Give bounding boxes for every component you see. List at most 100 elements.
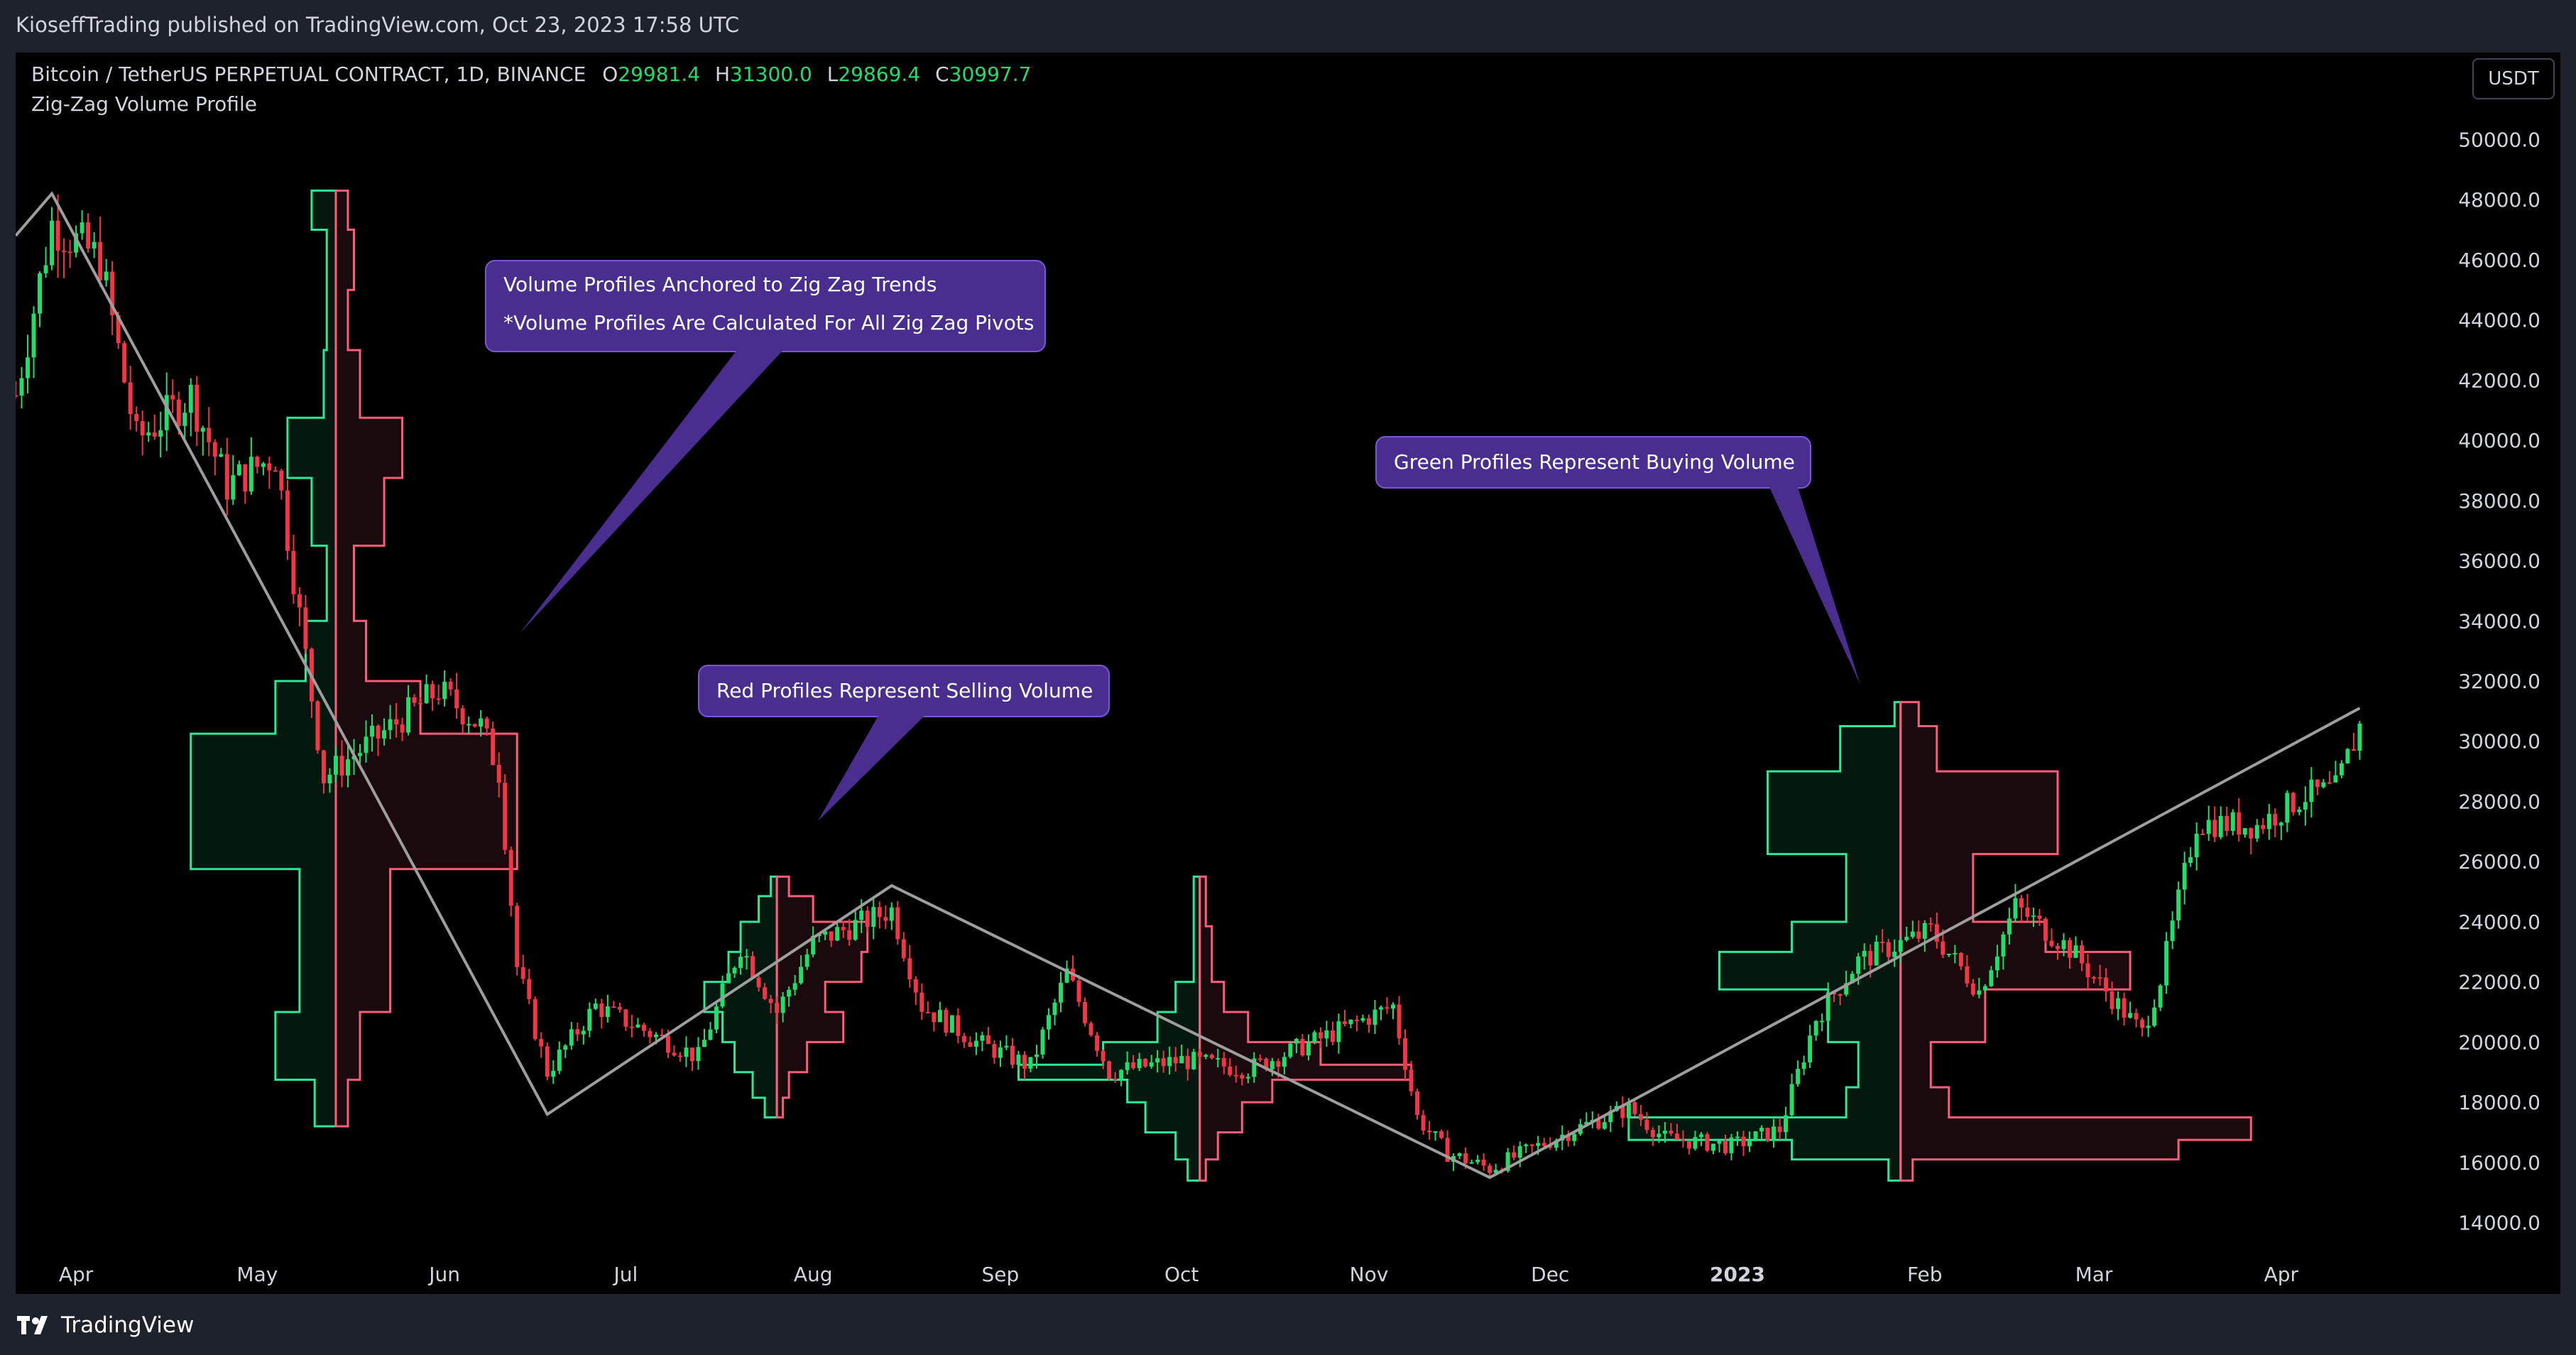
candle [1300,1033,1305,1057]
candle [623,1008,628,1031]
candle [442,670,447,707]
candle [932,1012,937,1032]
candle-body [1638,1114,1643,1120]
candle [1385,997,1390,1014]
candle [871,897,876,940]
high-value: 31300.0 [730,62,812,86]
candle-body [992,1044,997,1058]
tradingview-logo[interactable]: TradingView [17,1312,194,1338]
candle [279,468,284,500]
candle [1765,1127,1770,1143]
candle-body [1047,1015,1051,1030]
candle-body [520,967,525,979]
candle [1257,1054,1262,1062]
candle-body [1088,1023,1093,1035]
candle-body [2321,782,2326,788]
high-label: H [714,62,731,86]
candle-body [569,1029,574,1046]
candle-body [1892,952,1897,957]
time-tick-label: Oct [1164,1263,1199,1286]
indicator-name[interactable]: Zig-Zag Volume Profile [31,92,257,116]
currency-button[interactable]: USDT [2472,58,2555,99]
price-tick-label: 34000.0 [2458,609,2540,633]
candle-body [116,315,121,344]
candle-body [980,1035,985,1041]
candle [1982,984,1987,992]
candle-body [279,470,284,491]
candle [1354,1015,1359,1032]
candle-body [62,250,67,252]
candle-body [1240,1074,1245,1079]
sell-volume-profile [1199,875,1413,1182]
candle [1994,945,1999,978]
candle-body [829,931,834,941]
candle [2345,748,2350,764]
price-chart[interactable]: 14000.0 16000.0 18000.0 20000.0 22000.0 24000… [16,53,2560,1294]
candle [775,996,780,1024]
candle [1796,1060,1801,1087]
candle [2182,851,2187,905]
candle [67,239,72,268]
price-tick-label: 22000.0 [2458,971,2540,994]
candle-body [895,907,900,940]
candle-body [1463,1153,1468,1164]
candle-body [2097,977,2102,979]
candle-body [2037,915,2042,919]
candle-body [2073,945,2078,958]
candle-body [249,457,253,491]
candle [231,455,236,505]
candle [1488,1163,1492,1177]
price-tick-label: 44000.0 [2458,309,2540,332]
candle [2085,954,2090,990]
candle-body [1529,1144,1534,1146]
candle-body [496,765,501,783]
candle [1071,955,1076,982]
candle-body [1493,1170,1498,1173]
candle-body [67,251,72,254]
candle-body [925,1011,930,1013]
candle [2188,847,2193,867]
candle-body [1010,1045,1015,1065]
candle-body [527,979,532,999]
candle-body [599,1003,604,1018]
candle [1324,1021,1329,1047]
candle-body [726,973,731,984]
candle-body [43,265,48,273]
candle [1723,1134,1728,1155]
candle-body [949,1015,954,1033]
candle [273,466,278,472]
candle [629,1014,634,1038]
candle-body [913,979,918,993]
candle-body [297,594,302,608]
candle-body [2134,1013,2139,1020]
candle [2001,931,2006,970]
chart-area[interactable]: 14000.0 16000.0 18000.0 20000.0 22000.0 24000… [16,53,2560,1294]
open-value: 29981.4 [618,62,701,86]
candle-body [545,1046,550,1077]
candle [1088,1021,1093,1038]
candle-body [708,1029,713,1040]
candle-body [1517,1146,1522,1158]
candle-body [1372,1009,1377,1025]
candle-body [629,1026,634,1028]
candle [243,464,248,504]
candle [430,680,435,711]
candle [944,1007,949,1037]
candle-body [19,378,24,396]
candle [780,991,785,1023]
candle [865,906,870,932]
candle-body [2110,991,2114,1009]
candle-body [1753,1131,1758,1141]
candle [1784,1106,1789,1141]
candle [1004,1035,1009,1050]
candle-body [1524,1144,1529,1146]
candle [2242,827,2247,838]
candle [1173,1047,1178,1072]
candle [1602,1114,1607,1131]
time-tick-label: Sep [982,1263,1020,1286]
candle [1233,1065,1238,1083]
candle-body [1306,1042,1311,1056]
candle [2357,721,2362,760]
candle [2134,1008,2139,1028]
candle-body [2080,945,2084,964]
